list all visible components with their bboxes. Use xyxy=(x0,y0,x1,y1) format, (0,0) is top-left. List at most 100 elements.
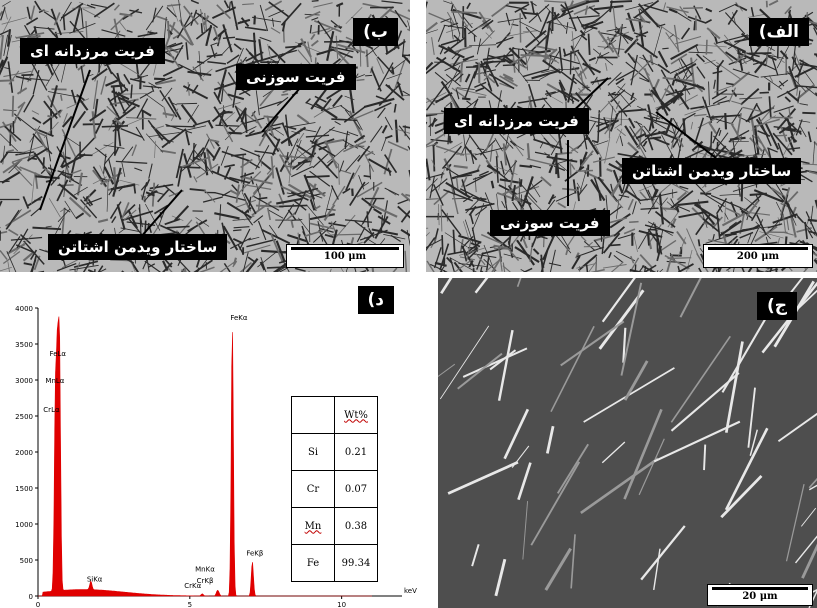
texture-stroke xyxy=(670,218,677,229)
texture-stroke xyxy=(172,34,180,40)
texture-stroke xyxy=(451,49,462,60)
texture-stroke xyxy=(363,174,371,178)
texture-stroke xyxy=(426,112,444,115)
texture-stroke xyxy=(615,69,636,81)
texture-stroke xyxy=(471,227,478,252)
y-tick-label: 1000 xyxy=(15,521,33,529)
texture-stroke xyxy=(583,20,604,30)
panel-label-jim: ج) xyxy=(756,292,797,320)
texture-stroke xyxy=(216,69,228,100)
texture-stroke xyxy=(576,186,580,202)
texture-stroke xyxy=(86,4,96,9)
texture-stroke xyxy=(0,59,4,70)
texture-stroke xyxy=(437,25,446,42)
texture-stroke xyxy=(45,60,62,87)
texture-stroke xyxy=(133,183,137,194)
texture-stroke xyxy=(426,239,442,249)
texture-stroke xyxy=(773,105,794,113)
texture-stroke xyxy=(90,3,107,9)
texture-stroke xyxy=(381,0,403,5)
texture-stroke xyxy=(799,126,807,138)
texture-stroke xyxy=(25,17,39,26)
texture-stroke xyxy=(633,234,638,252)
texture-stroke xyxy=(166,225,190,229)
texture-stroke xyxy=(612,169,624,194)
texture-stroke xyxy=(716,214,721,240)
texture-stroke xyxy=(657,228,664,255)
texture-stroke xyxy=(723,40,747,53)
texture-stroke xyxy=(15,32,45,39)
texture-stroke xyxy=(407,20,410,31)
texture-stroke xyxy=(543,137,555,149)
texture-stroke xyxy=(216,166,221,174)
texture-stroke xyxy=(451,169,480,180)
texture-stroke xyxy=(576,15,585,29)
texture-stroke xyxy=(771,56,779,76)
texture-stroke xyxy=(433,247,442,269)
texture-stroke xyxy=(187,104,199,123)
texture-stroke xyxy=(665,32,680,52)
texture-stroke xyxy=(45,136,52,162)
texture-stroke xyxy=(769,267,773,272)
texture-stroke xyxy=(576,182,583,192)
texture-stroke xyxy=(604,123,613,135)
texture-stroke xyxy=(753,118,780,128)
texture-stroke xyxy=(633,0,660,19)
texture-stroke xyxy=(313,107,331,118)
texture-stroke xyxy=(737,51,767,67)
texture-stroke xyxy=(673,204,691,212)
texture-stroke xyxy=(519,179,523,188)
texture-stroke xyxy=(258,196,268,200)
texture-stroke xyxy=(678,94,698,106)
texture-stroke xyxy=(0,230,8,234)
texture-stroke xyxy=(795,119,803,136)
texture-stroke xyxy=(31,62,48,91)
texture-stroke xyxy=(86,197,102,205)
texture-stroke xyxy=(499,247,502,262)
texture-stroke xyxy=(426,97,436,106)
texture-stroke xyxy=(529,179,543,191)
texture-stroke xyxy=(597,110,601,142)
texture-stroke xyxy=(290,191,309,201)
texture-stroke xyxy=(305,98,311,104)
texture-stroke xyxy=(649,136,662,140)
texture-stroke xyxy=(0,151,9,164)
texture-stroke xyxy=(718,220,742,238)
texture-stroke xyxy=(588,6,600,15)
texture-stroke xyxy=(426,132,447,147)
texture-stroke xyxy=(385,83,405,101)
texture-stroke xyxy=(58,109,63,116)
texture-stroke xyxy=(251,112,263,129)
texture-stroke xyxy=(677,200,709,207)
texture-stroke xyxy=(465,196,482,214)
texture-stroke xyxy=(431,37,435,55)
texture-stroke xyxy=(502,143,508,166)
texture-stroke xyxy=(542,59,562,74)
texture-stroke xyxy=(794,85,817,89)
texture-stroke xyxy=(187,70,212,76)
texture-stroke xyxy=(503,253,522,260)
texture-stroke xyxy=(267,45,286,64)
panel-be-micrograph: ب) فریت مرزدانه ای فریت سوزنی ساختار وید… xyxy=(0,0,410,272)
texture-stroke xyxy=(166,7,177,18)
texture-stroke xyxy=(451,55,461,69)
texture-stroke xyxy=(196,163,219,179)
texture-stroke xyxy=(68,196,92,218)
eds-spectrum-chart: 0 500 1000 1500 2000 2500 3000 3500 4000 0 5 10 keV F… xyxy=(15,305,417,608)
texture-stroke xyxy=(30,5,36,21)
texture-stroke xyxy=(495,36,514,45)
texture-stroke xyxy=(430,263,448,272)
texture-stroke xyxy=(200,23,203,34)
texture-stroke xyxy=(485,32,492,39)
texture-stroke xyxy=(255,90,260,116)
texture-stroke xyxy=(732,12,737,25)
texture-stroke xyxy=(76,172,83,196)
texture-stroke xyxy=(812,141,816,165)
texture-stroke xyxy=(80,65,85,83)
texture-stroke xyxy=(211,109,226,123)
texture-stroke xyxy=(236,47,244,64)
texture-stroke xyxy=(558,79,566,91)
texture-stroke xyxy=(140,183,148,191)
texture-stroke xyxy=(380,215,383,232)
texture-stroke xyxy=(560,320,625,367)
